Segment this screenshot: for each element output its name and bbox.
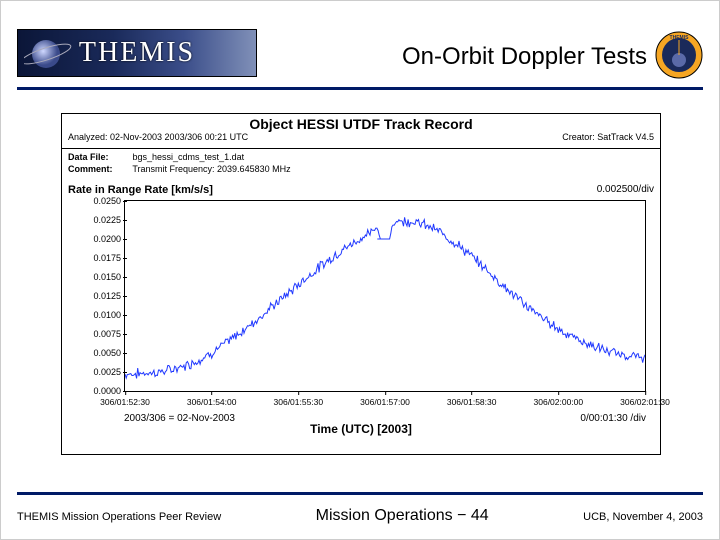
x-tick: 306/01:58:30: [447, 397, 497, 407]
mission-badge-icon: THEMIS: [655, 31, 703, 79]
footer-center: Mission Operations − 44: [316, 507, 489, 525]
plot-datafile: bgs_hessi_cdms_test_1.dat: [133, 152, 245, 162]
footer: THEMIS Mission Operations Peer Review Mi…: [17, 507, 703, 525]
plot-title: Object HESSI UTDF Track Record: [62, 114, 660, 132]
x-tick: 306/01:57:00: [360, 397, 410, 407]
y-tick: 0.0000: [75, 386, 121, 396]
footer-right: UCB, November 4, 2003: [583, 511, 703, 523]
planet-icon: [24, 34, 84, 74]
page-title: On-Orbit Doppler Tests: [402, 43, 647, 71]
y-tick: 0.0250: [75, 196, 121, 206]
x-tick: 306/02:01:30: [620, 397, 670, 407]
footer-left: THEMIS Mission Operations Peer Review: [17, 511, 221, 523]
header-rule: [17, 87, 703, 90]
plot-creator: Creator: SatTrack V4.5: [562, 132, 654, 146]
y-tick: 0.0125: [75, 291, 121, 301]
plot-meta-row: Analyzed: 02-Nov-2003 2003/306 00:21 UTC…: [62, 132, 660, 146]
doppler-trace: [125, 201, 645, 391]
y-axis-label: Rate in Range Rate [km/s/s]: [68, 184, 213, 196]
y-tick: 0.0225: [75, 215, 121, 225]
chart-area: Rate in Range Rate [km/s/s] 0.002500/div…: [62, 186, 660, 422]
x-tick: 306/02:00:00: [534, 397, 584, 407]
footer-rule: [17, 492, 703, 495]
x-tick: 306/01:52:30: [100, 397, 150, 407]
plot-file-block: Data File: bgs_hessi_cdms_test_1.dat Com…: [62, 149, 660, 175]
y-div-label: 0.002500/div: [597, 184, 654, 195]
y-tick: 0.0200: [75, 234, 121, 244]
plot-comment: Transmit Frequency: 2039.645830 MHz: [132, 164, 290, 174]
x-tick: 306/01:55:30: [274, 397, 324, 407]
logo-text: THEMIS: [79, 37, 195, 69]
x-tick: 306/01:54:00: [187, 397, 237, 407]
y-tick: 0.0175: [75, 253, 121, 263]
svg-text:THEMIS: THEMIS: [670, 35, 690, 41]
y-tick: 0.0025: [75, 367, 121, 377]
plot-analyzed: Analyzed: 02-Nov-2003 2003/306 00:21 UTC: [68, 132, 248, 146]
y-tick: 0.0075: [75, 329, 121, 339]
x-bottom-right: 0/00:01:30 /div: [580, 413, 646, 424]
x-axis-label: Time (UTC) [2003]: [310, 422, 412, 436]
y-tick: 0.0150: [75, 272, 121, 282]
y-tick: 0.0050: [75, 348, 121, 358]
axes-box: 0.00000.00250.00500.00750.01000.01250.01…: [124, 200, 646, 392]
y-tick: 0.0100: [75, 310, 121, 320]
themis-logo: THEMIS: [17, 29, 257, 77]
plot-panel: Object HESSI UTDF Track Record Analyzed:…: [61, 113, 661, 455]
header: THEMIS On-Orbit Doppler Tests THEMIS: [1, 1, 719, 93]
x-bottom-left: 2003/306 = 02-Nov-2003: [124, 413, 235, 424]
